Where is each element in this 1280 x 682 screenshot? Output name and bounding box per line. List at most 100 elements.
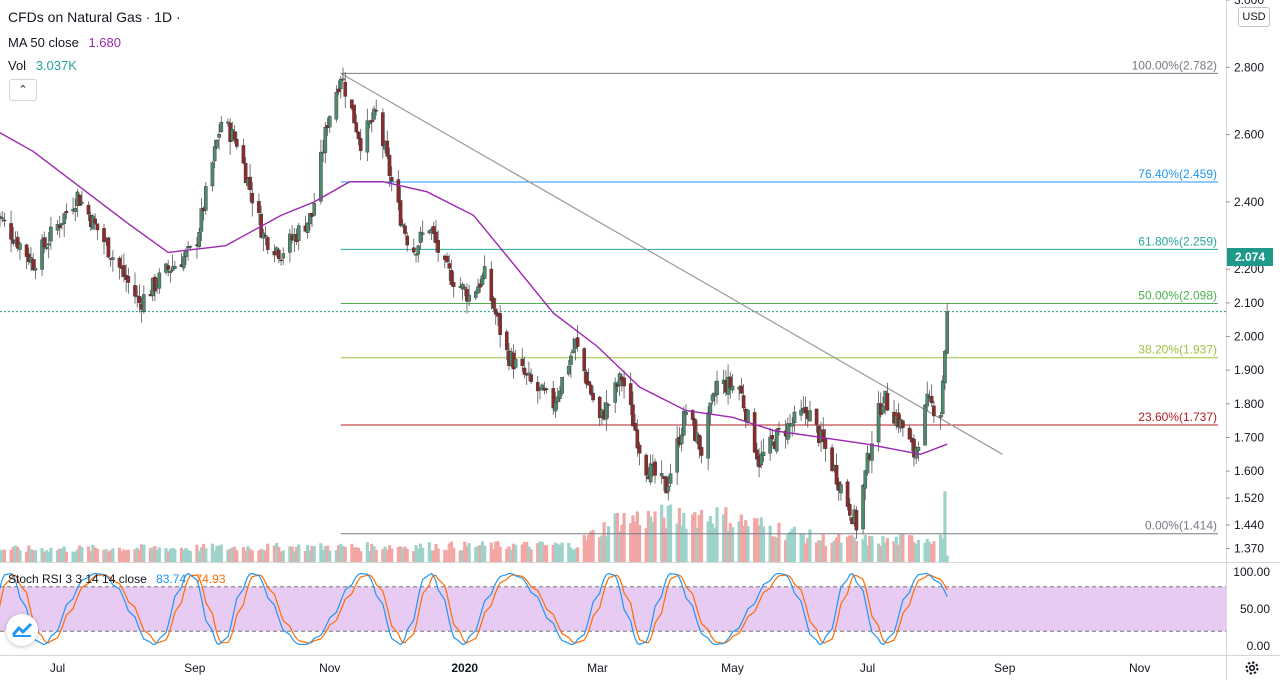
volume-bar xyxy=(569,547,573,562)
currency-button[interactable]: USD xyxy=(1238,7,1270,27)
fib-level-label: 38.20%(1.937) xyxy=(1138,343,1217,357)
volume-bar xyxy=(261,549,265,562)
volume-bar xyxy=(303,551,307,562)
candle-body xyxy=(684,412,688,415)
volume-bar xyxy=(806,538,810,562)
volume-bar xyxy=(724,507,728,562)
volume-bar xyxy=(589,531,593,562)
candle-body xyxy=(901,420,905,428)
volume-bar xyxy=(560,542,564,562)
volume-bar xyxy=(434,544,438,562)
candle-body xyxy=(427,230,432,234)
volume-bar xyxy=(646,510,651,562)
volume-bar xyxy=(885,538,890,562)
candle-body xyxy=(18,243,22,250)
volume-bar xyxy=(215,546,219,562)
candle-body xyxy=(358,138,363,152)
tradingview-logo-icon[interactable] xyxy=(6,614,38,646)
candle-body xyxy=(584,371,589,385)
volume-bar xyxy=(166,551,170,562)
time-tick-label: Jul xyxy=(860,661,875,675)
volume-bar xyxy=(372,546,376,562)
candle-body xyxy=(666,485,671,492)
volume-bar xyxy=(808,529,812,562)
volume-bar xyxy=(854,540,859,562)
candle-body xyxy=(628,383,633,406)
candle-body xyxy=(943,350,947,384)
candle-body xyxy=(540,384,544,391)
candle-body xyxy=(219,121,224,133)
volume-bar xyxy=(478,545,482,562)
volume-bar xyxy=(297,544,301,562)
time-tick-label: Jul xyxy=(50,661,65,675)
gear-icon[interactable] xyxy=(1243,659,1261,677)
candle-body xyxy=(341,78,345,81)
stoch-k-line xyxy=(0,572,948,646)
candle-body xyxy=(24,244,29,257)
volume-bar xyxy=(830,542,834,562)
volume-bar xyxy=(416,548,420,562)
volume-bar xyxy=(845,536,850,562)
stoch-d-line xyxy=(0,574,948,644)
candle-body xyxy=(95,223,100,231)
candle-body xyxy=(529,374,533,382)
candle-body xyxy=(845,481,850,507)
volume-bar xyxy=(527,546,531,562)
price-axis-border xyxy=(1226,0,1227,680)
candle-body xyxy=(493,308,498,315)
volume-bar xyxy=(739,514,743,562)
volume-bar xyxy=(768,525,772,562)
volume-bar xyxy=(111,548,115,562)
volume-bar xyxy=(31,549,35,562)
candle-body xyxy=(49,226,53,242)
candle-body xyxy=(272,251,277,256)
volume-bar xyxy=(653,511,657,562)
volume-bar xyxy=(861,539,865,562)
volume-bar xyxy=(932,541,936,562)
volume-bar xyxy=(494,541,498,562)
candle-body xyxy=(637,444,642,454)
volume-bar xyxy=(458,550,462,562)
price-tick-label: 1.600 xyxy=(1234,464,1264,478)
volume-bar xyxy=(328,550,332,562)
candle-body xyxy=(932,405,936,417)
candle-body xyxy=(693,418,697,441)
candle-body xyxy=(434,231,438,243)
price-tick-label: 1.900 xyxy=(1234,363,1264,377)
volume-bar xyxy=(598,537,602,562)
volume-bar xyxy=(290,546,294,562)
volume-bar xyxy=(741,525,746,562)
collapse-legend-button[interactable]: ⌃ xyxy=(9,79,37,101)
volume-bar xyxy=(876,543,881,562)
candle-body xyxy=(834,464,839,485)
volume-bar xyxy=(863,534,867,562)
volume-bar xyxy=(244,551,248,562)
volume-bar xyxy=(587,534,591,562)
candle-body xyxy=(400,223,405,227)
volume-bar xyxy=(571,550,575,562)
volume-bar xyxy=(801,534,805,562)
candle-body xyxy=(57,224,62,229)
candle-body xyxy=(62,213,66,225)
stoch-tick-label: 50.00 xyxy=(1240,602,1270,616)
candle-body xyxy=(923,404,927,446)
candle-body xyxy=(412,247,416,253)
volume-bar xyxy=(821,534,825,562)
volume-bar xyxy=(525,541,529,562)
volume-bar xyxy=(60,548,64,562)
candle-body xyxy=(181,256,186,269)
candle-body xyxy=(77,194,82,206)
volume-bar xyxy=(73,551,77,562)
candle-body xyxy=(854,510,859,531)
candle-body xyxy=(613,382,618,403)
volume-bar xyxy=(538,541,542,562)
volume-bar xyxy=(567,542,571,562)
volume-bar xyxy=(542,544,546,562)
candle-body xyxy=(739,385,744,394)
volume-bar xyxy=(230,547,234,562)
volume-bar xyxy=(436,548,440,562)
candle-body xyxy=(336,88,341,93)
candle-body xyxy=(759,453,764,466)
volume-bar xyxy=(870,536,874,562)
